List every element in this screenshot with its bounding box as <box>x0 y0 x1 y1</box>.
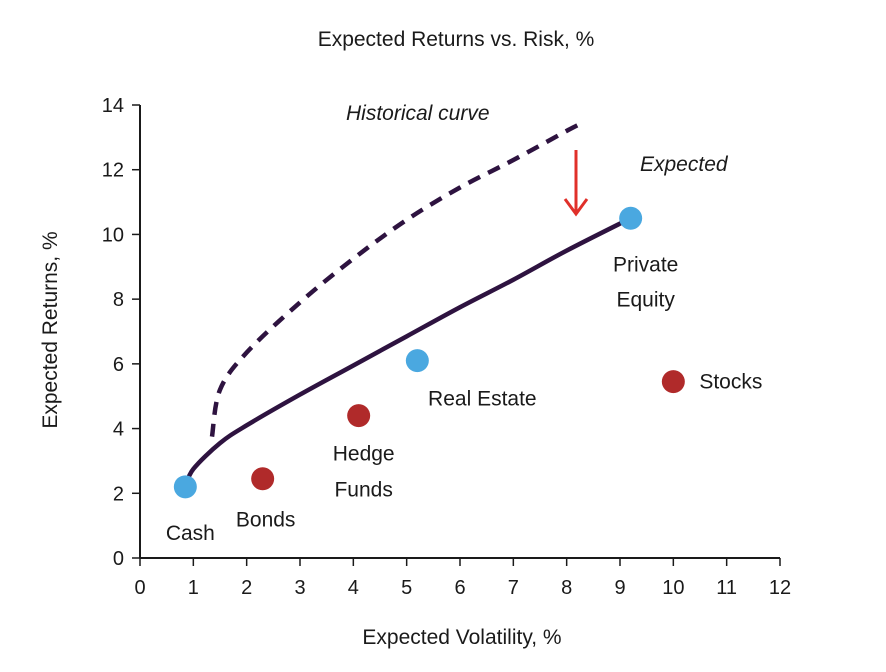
y-tick-label: 12 <box>102 160 124 182</box>
point-label: Private <box>613 253 678 276</box>
historical-curve <box>209 120 584 438</box>
y-axis-title: Expected Returns, % <box>39 231 62 428</box>
data-point-real-estate <box>405 349 429 373</box>
y-tick-label: 0 <box>113 548 124 570</box>
expected-curve-label: Expected <box>640 153 729 176</box>
x-tick-label: 12 <box>769 577 791 599</box>
point-label: Cash <box>166 522 215 545</box>
x-tick-label: 11 <box>716 577 737 599</box>
point-label: Bonds <box>236 509 296 532</box>
y-tick-label: 6 <box>113 354 124 376</box>
y-tick-label: 8 <box>113 289 124 311</box>
data-points <box>173 206 685 499</box>
y-tick-label: 4 <box>113 419 124 441</box>
x-tick-label: 3 <box>294 577 305 599</box>
data-point-stocks <box>661 370 685 394</box>
expected-curve <box>183 216 633 490</box>
curves <box>183 120 633 490</box>
y-ticks: 0 2 4 6 8 10 12 14 <box>102 95 140 570</box>
x-tick-label: 2 <box>241 577 252 599</box>
point-label: Equity <box>616 288 675 311</box>
y-tick-label: 14 <box>102 95 124 117</box>
point-label: Hedge <box>333 443 395 466</box>
x-tick-label: 1 <box>188 577 199 599</box>
down-arrow-icon <box>563 150 589 217</box>
chart-title: Expected Returns vs. Risk, % <box>318 28 595 51</box>
y-tick-label: 2 <box>113 483 124 505</box>
x-tick-label: 5 <box>401 577 412 599</box>
x-axis-title: Expected Volatility, % <box>362 626 561 649</box>
x-tick-label: 7 <box>508 577 519 599</box>
x-tick-label: 10 <box>662 577 684 599</box>
data-point-bonds <box>251 467 275 491</box>
point-label: Real Estate <box>428 388 537 411</box>
x-tick-label: 0 <box>134 577 145 599</box>
point-label: Funds <box>334 479 392 502</box>
x-ticks: 0 1 2 3 4 5 6 7 8 9 10 11 12 <box>134 558 791 599</box>
data-point-hedge-funds <box>347 404 371 428</box>
y-tick-label: 10 <box>102 224 124 246</box>
historical-curve-label: Historical curve <box>346 102 490 125</box>
x-tick-label: 4 <box>348 577 359 599</box>
data-point-cash <box>173 475 197 499</box>
x-tick-label: 9 <box>614 577 625 599</box>
point-labels: Cash Bonds Hedge Funds Real Estate Private Equ… <box>166 253 763 545</box>
x-tick-label: 6 <box>454 577 465 599</box>
data-point-private-equity <box>619 206 643 230</box>
x-tick-label: 8 <box>561 577 572 599</box>
point-label: Stocks <box>699 371 762 394</box>
